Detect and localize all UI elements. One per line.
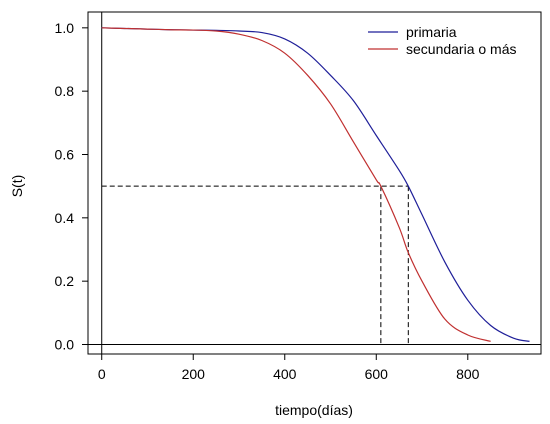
plot-frame [87,11,542,355]
y-tick-label: 0.6 [55,147,75,163]
legend-label: primaria [406,24,457,40]
x-axis-title: tiempo(días) [275,402,353,418]
reference-lines [101,185,409,345]
x-tick-label: 200 [182,366,206,382]
y-axis-ticks: 0.0 0.2 0.4 0.6 0.8 1.0 [55,20,88,353]
x-tick-label: 400 [273,366,297,382]
y-tick-label: 0.8 [55,83,75,99]
series-lines [101,27,530,342]
x-tick-label: 600 [365,366,389,382]
y-tick-label: 0.4 [55,210,75,226]
y-axis-title: S(t) [9,175,25,198]
series-line-secundaria [101,27,491,342]
y-tick-label: 1.0 [55,20,75,36]
x-tick-label: 800 [456,366,480,382]
x-tick-label: 0 [98,366,106,382]
y-tick-label: 0.2 [55,273,75,289]
y-tick-label: 0.0 [55,337,75,353]
legend-label: secundaria o más [406,41,517,57]
x-axis-ticks: 0 200 400 600 800 [98,354,480,382]
series-line-primaria [101,27,530,342]
